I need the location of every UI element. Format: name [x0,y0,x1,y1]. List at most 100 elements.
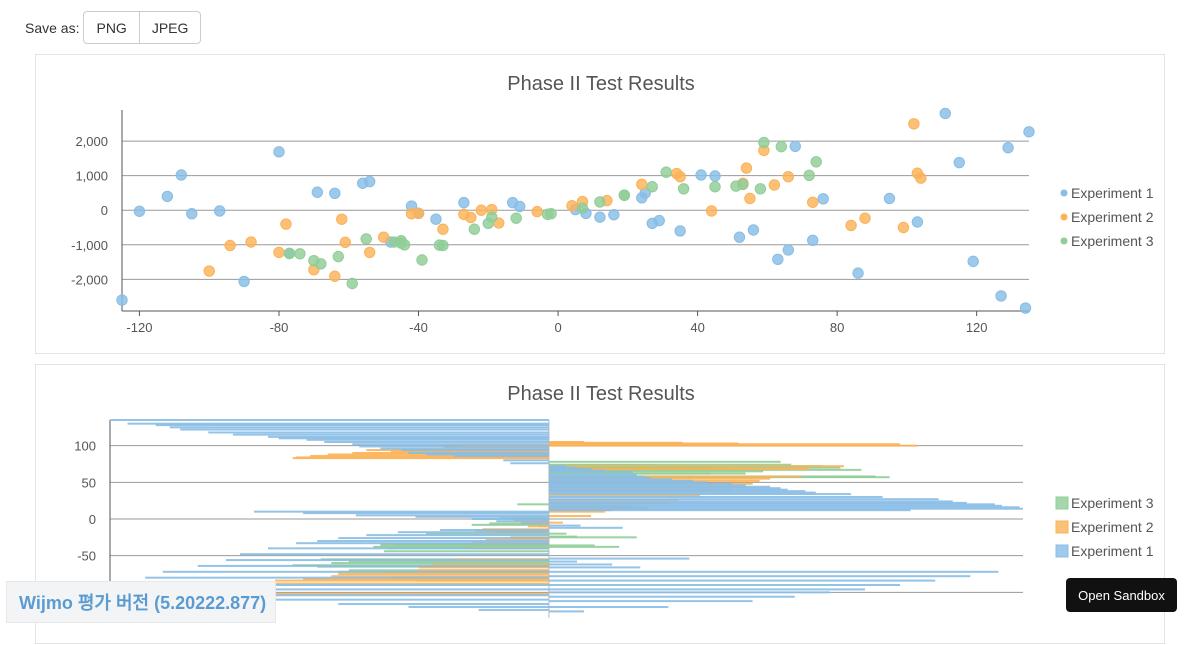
data-point [810,156,822,168]
data-point [775,140,788,153]
bar [548,470,764,473]
y-tick-label: 0 [101,203,108,218]
data-point [465,211,477,224]
data-point [545,207,557,220]
data-point [915,172,927,184]
y-tick-label: -2,000 [71,272,108,287]
data-point [458,196,470,209]
bar [225,559,549,562]
data-point [475,204,488,216]
bar [415,569,549,572]
data-point [768,179,781,191]
bar [155,424,549,427]
bar [548,526,623,529]
bar [278,437,549,440]
bar [520,522,549,525]
data-point [566,200,578,212]
bar [296,542,549,545]
x-tick-label: 0 [554,320,561,335]
bar [306,438,549,441]
y-tick-label: 50 [82,475,96,490]
bar [548,610,585,613]
bar [471,523,549,526]
y-tick-label: 100 [74,439,96,454]
bar [180,428,549,431]
save-jpeg-button[interactable]: JPEG [138,11,202,44]
bar [548,488,788,491]
data-point [695,169,707,181]
data-point [636,178,648,191]
legend-label: Experiment 1 [1071,185,1154,201]
bar [548,498,939,501]
save-as-label: Save as: [25,19,80,36]
bar [208,431,549,434]
data-point [280,218,292,230]
data-point [273,146,285,158]
bar [310,454,549,457]
bar [496,520,549,523]
bar [145,576,549,579]
bar [162,570,549,573]
bar [401,449,549,452]
data-point [203,265,215,277]
bar [253,510,549,513]
data-point [294,248,306,260]
data-point [782,171,794,183]
data-point [674,225,686,237]
bar [548,471,634,474]
bar [548,545,620,548]
save-png-button[interactable]: PNG [83,11,140,44]
bar [548,485,771,488]
bar [232,433,549,436]
bar [548,478,672,481]
data-point [332,250,344,263]
bar [548,474,637,476]
data-point [273,246,285,259]
x-tick-label: 80 [830,320,844,335]
bar [548,509,911,512]
data-point [430,213,442,225]
legend-marker [1055,544,1069,558]
bar [419,566,549,569]
data-point [437,239,449,252]
data-point [859,212,871,224]
data-point [360,233,372,245]
bar [338,537,549,540]
legend-label: Experiment 3 [1071,495,1154,511]
data-point [513,200,526,213]
bar [548,460,781,463]
bar [548,468,592,471]
bar [292,457,549,460]
x-tick-label: 40 [690,320,704,335]
data-point [116,294,128,306]
legend-label: Experiment 2 [1071,209,1154,225]
x-tick-label: -80 [270,320,289,335]
bar [548,507,1023,510]
bar [239,553,549,556]
bar [239,582,549,585]
bar [110,419,549,421]
data-point [311,186,324,198]
bar [548,493,851,496]
bar [380,544,549,547]
bar [317,540,549,542]
bar [548,524,581,527]
data-point [213,205,226,217]
bar [548,557,690,560]
bar [548,570,999,573]
bar [471,518,549,520]
data-point [377,231,390,243]
legend-label: Experiment 1 [1071,543,1154,559]
data-point [646,181,658,193]
bar [127,422,549,425]
data-point [709,170,721,182]
bar [113,588,549,591]
bar [408,606,549,608]
data-point [653,214,665,227]
data-point [747,224,760,236]
bar [548,579,936,582]
open-sandbox-button[interactable]: Open Sandbox [1066,578,1177,612]
data-point [674,171,686,183]
bar [390,450,549,453]
legend-marker [1060,189,1068,197]
